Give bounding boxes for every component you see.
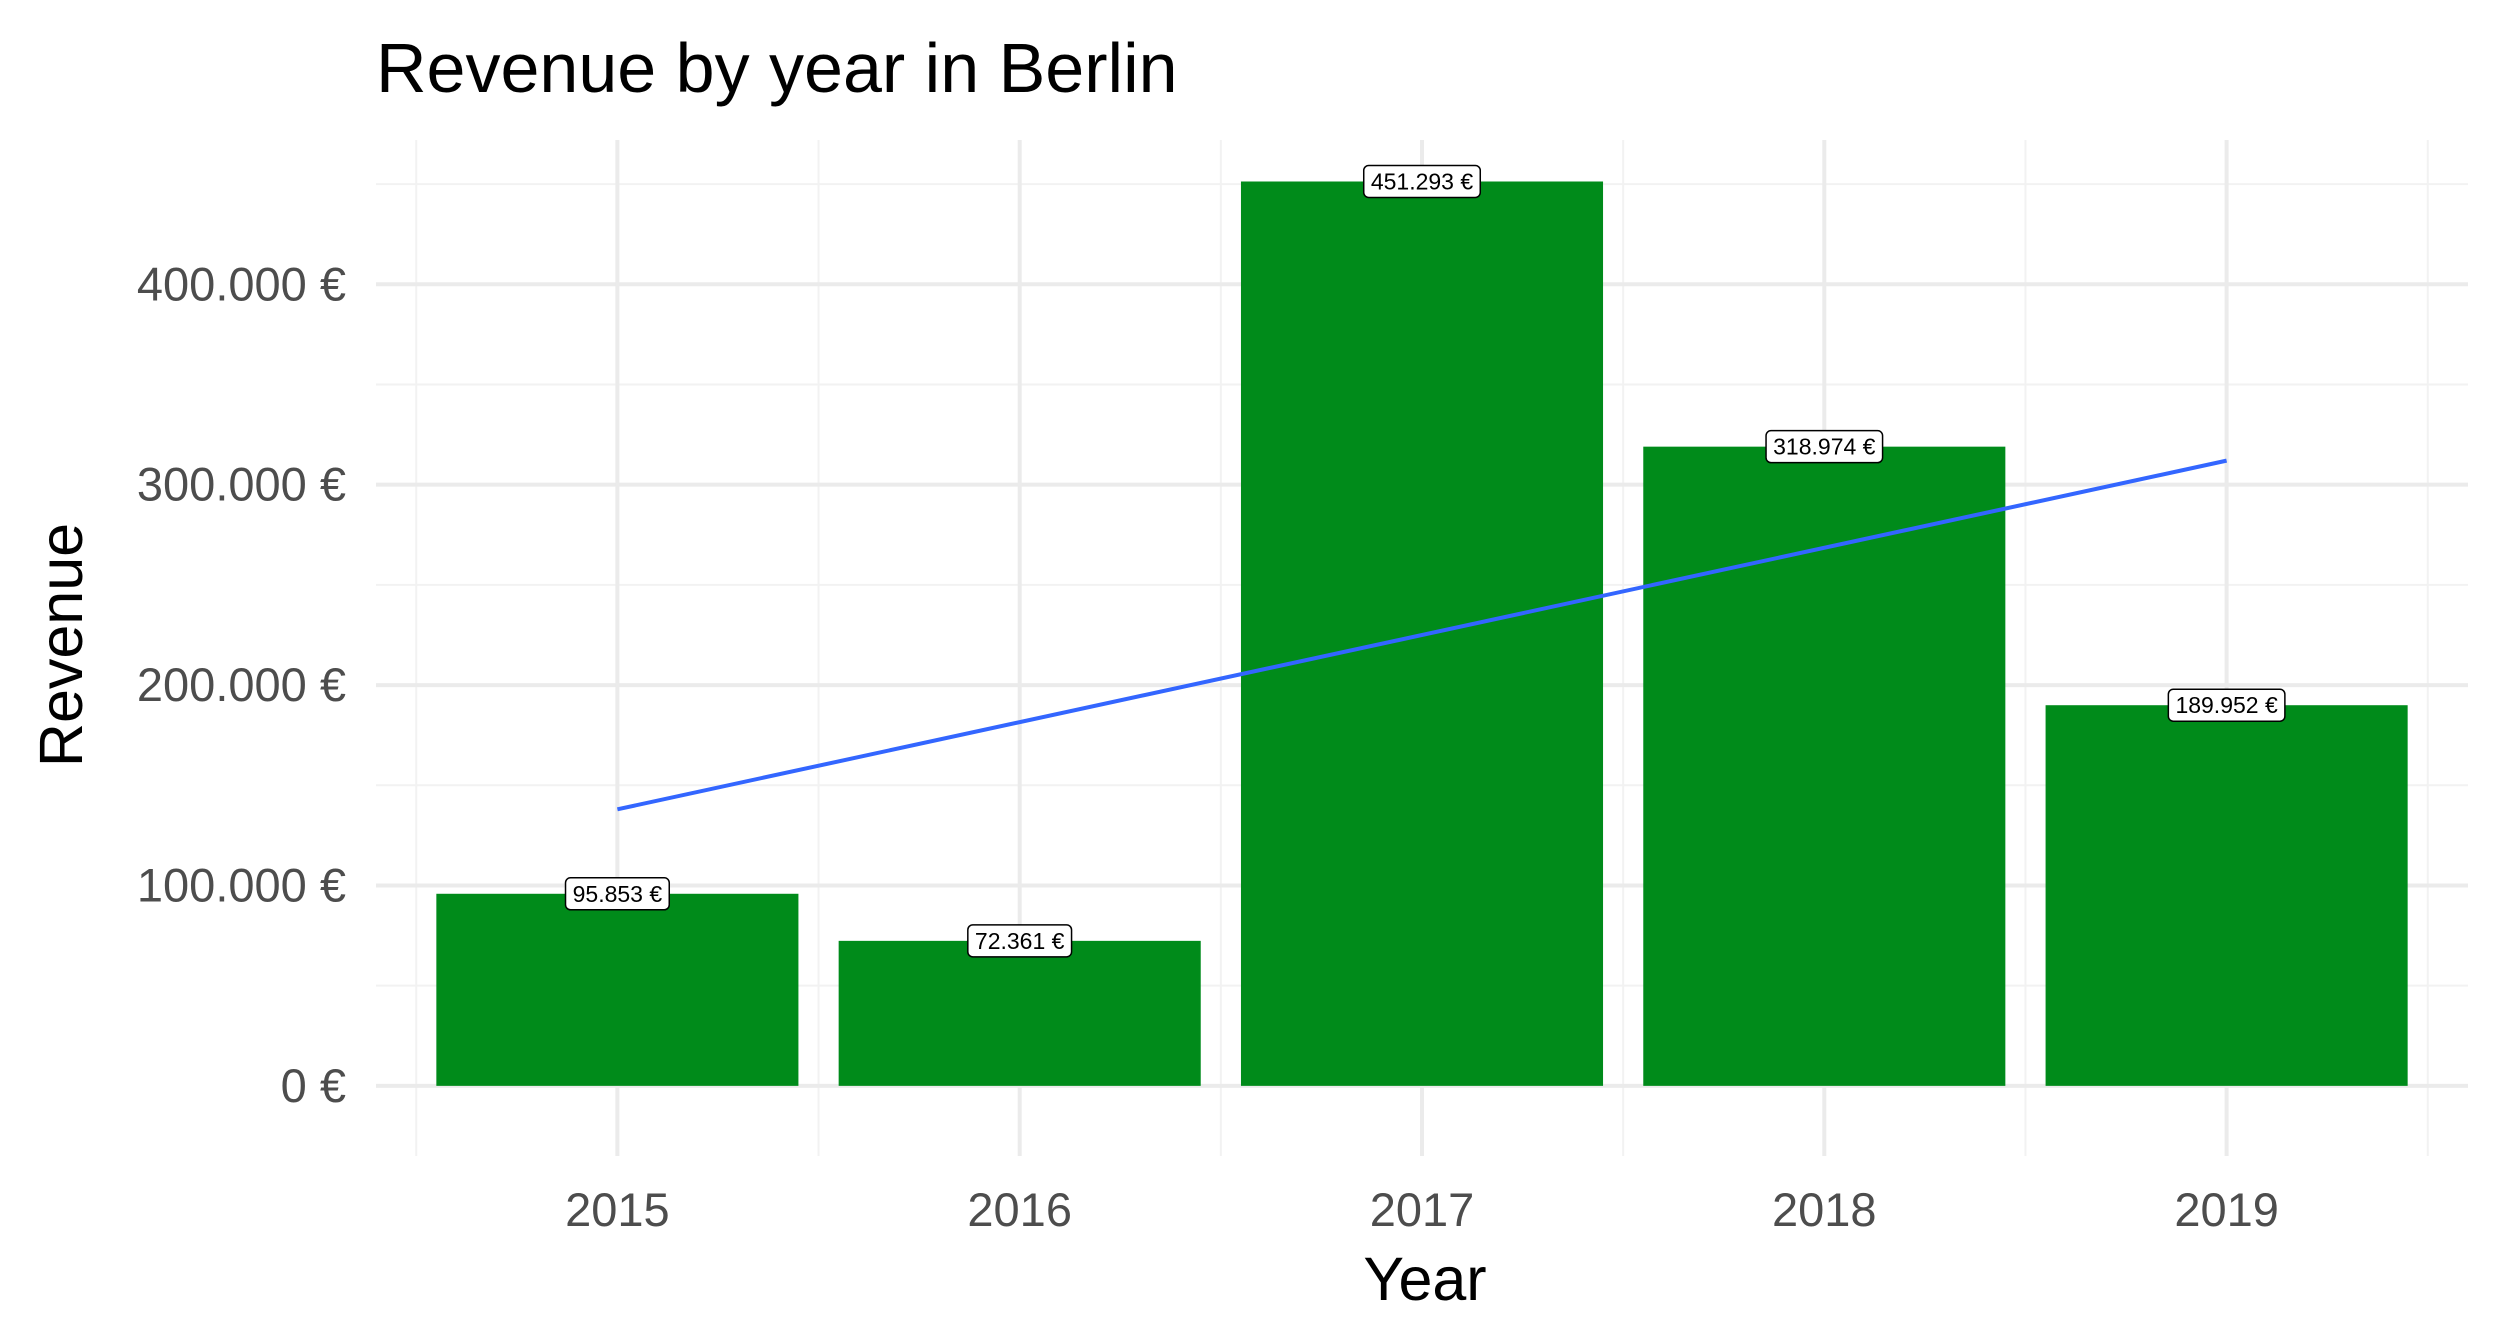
data-label-box bbox=[1362, 164, 1482, 199]
x-tick-label: 2016 bbox=[967, 1183, 1072, 1236]
data-label-text: 451.293 € bbox=[1371, 168, 1474, 194]
y-tick-label: 400.000 € bbox=[137, 257, 346, 310]
data-label-text: 189.952 € bbox=[2175, 692, 2278, 718]
data-label-box bbox=[1765, 429, 1884, 464]
chart-title: Revenue by year in Berlin bbox=[376, 29, 1178, 107]
data-label-2018: 318.974 € bbox=[1765, 429, 1884, 464]
x-tick-label: 2018 bbox=[1772, 1183, 1877, 1236]
bar-2018 bbox=[1643, 446, 2006, 1086]
bar-2016 bbox=[838, 940, 1201, 1086]
data-label-2019: 189.952 € bbox=[2167, 688, 2286, 722]
y-tick-label: 0 € bbox=[281, 1059, 346, 1112]
data-label-box bbox=[967, 924, 1073, 958]
y-tick-label: 200.000 € bbox=[137, 658, 346, 711]
x-tick-label: 2019 bbox=[2174, 1183, 2279, 1236]
y-tick-label: 100.000 € bbox=[137, 858, 346, 911]
data-label-2016: 72.361 € bbox=[967, 924, 1073, 958]
data-label-2017: 451.293 € bbox=[1362, 164, 1482, 199]
data-label-text: 95.853 € bbox=[573, 881, 663, 907]
x-tick-label: 2017 bbox=[1370, 1183, 1475, 1236]
y-axis: 0 € 100.000 € 200.000 € 300.000 € 400.000 € bbox=[137, 257, 346, 1112]
trend-layer bbox=[616, 458, 2228, 812]
bar-2015 bbox=[436, 893, 799, 1086]
x-axis: 2015 2016 2017 2018 2019 bbox=[565, 1183, 2279, 1236]
x-tick-label: 2015 bbox=[565, 1183, 670, 1236]
data-labels-layer: 95.853 € 72.361 € 451.293 € 318.974 € 189.95… bbox=[564, 164, 2286, 958]
data-label-text: 318.974 € bbox=[1773, 434, 1876, 460]
y-tick-label: 300.000 € bbox=[137, 458, 346, 511]
trend-line bbox=[616, 458, 2228, 812]
y-axis-title: Revenue bbox=[27, 523, 95, 767]
bars-layer bbox=[436, 181, 2408, 1086]
data-label-box bbox=[564, 877, 671, 911]
data-label-2015: 95.853 € bbox=[564, 877, 671, 911]
bar-2019 bbox=[2045, 705, 2408, 1086]
x-axis-title: Year bbox=[1363, 1245, 1486, 1313]
data-label-box bbox=[2167, 688, 2286, 722]
data-label-text: 72.361 € bbox=[975, 928, 1065, 954]
